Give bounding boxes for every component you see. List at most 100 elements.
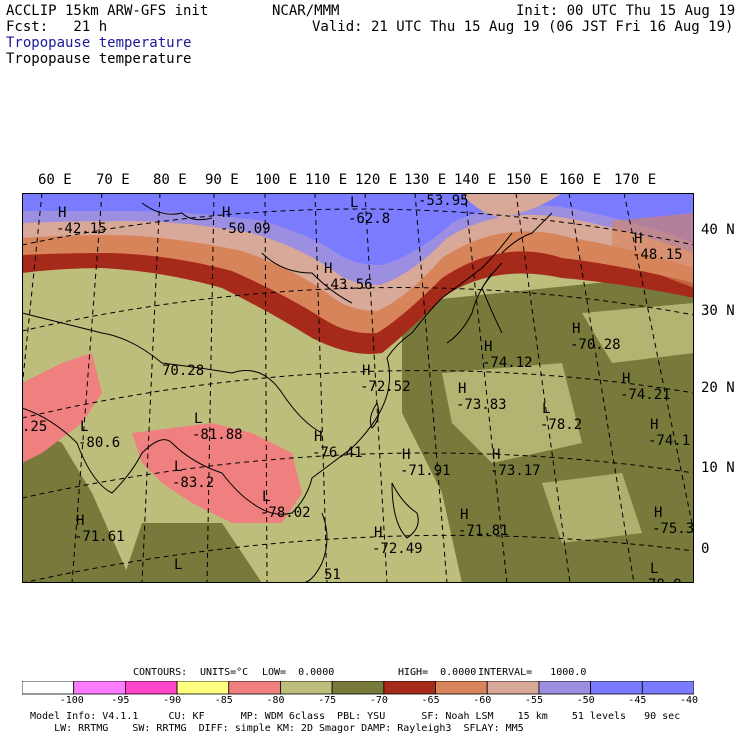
low-marker: L (174, 557, 182, 573)
low-marker: L (542, 401, 550, 417)
legend-label: -70 (369, 695, 388, 706)
legend-label: -55 (524, 695, 543, 706)
extremum-value: -74.12 (482, 355, 533, 371)
shade-minus80-west (22, 353, 102, 463)
legend-swatch (331, 681, 385, 695)
low-marker: L (350, 195, 358, 211)
lon-line (22, 193, 43, 393)
high-label: HIGH= 0.0000 (398, 667, 477, 678)
init-time: Init: 00 UTC Thu 15 Aug 19 (516, 3, 736, 19)
legend-swatch (124, 681, 178, 695)
lon-label: 60 E (38, 172, 72, 188)
shade-minus60-patch (612, 213, 694, 288)
lon-label: 100 E (255, 172, 298, 188)
low-marker: L (80, 419, 88, 435)
lat-label: 30 N (701, 303, 735, 319)
extremum-value: -73.83 (456, 397, 507, 413)
lon-label: 110 E (305, 172, 348, 188)
high-marker: H (362, 363, 370, 379)
shade-minus70-southwest (22, 423, 132, 583)
model-title: ACCLIP 15km ARW-GFS init (6, 3, 209, 19)
extremum-value: 70.28 (162, 363, 204, 379)
high-marker: H (58, 205, 66, 221)
extremum-value: -78.2 (540, 417, 582, 433)
extremum-value: -83.2 (172, 475, 214, 491)
coastline-asia (22, 232, 513, 515)
org-label: NCAR/MMM (272, 3, 340, 19)
physics-info: LW: RRTMG SW: RRTMG DIFF: simple KM: 2D … (30, 723, 524, 734)
extremum-value: -50.09 (220, 221, 271, 237)
legend-swatch (280, 681, 333, 695)
legend-swatch (590, 681, 643, 695)
shade-minus75-patch (542, 473, 642, 543)
high-marker: H (572, 321, 580, 337)
high-marker: H (324, 261, 332, 277)
border-line (22, 312, 323, 434)
legend-label: -75 (318, 695, 337, 706)
legend-swatch (435, 681, 488, 695)
lon-label: 140 E (454, 172, 497, 188)
high-marker: H (492, 447, 500, 463)
extremum-value: -70.28 (570, 337, 621, 353)
low-marker: L (194, 411, 202, 427)
coastline-taiwan (369, 401, 380, 429)
extremum-value: -42.15 (56, 221, 107, 237)
extremum-value: -76.41 (312, 445, 363, 461)
legend-label: -50 (576, 695, 595, 706)
lon-label: 150 E (506, 172, 549, 188)
high-marker: H (374, 525, 382, 541)
high-marker: H (314, 429, 322, 445)
lon-label: 160 E (559, 172, 602, 188)
legend-label: -65 (421, 695, 440, 706)
coastline-sakhalin (501, 212, 553, 254)
high-marker: H (222, 205, 230, 221)
lat-label: 10 N (701, 460, 735, 476)
contours-label: CONTOURS: (133, 667, 188, 678)
lon-label: 130 E (404, 172, 447, 188)
interval-label: INTERVAL= 1000.0 (478, 667, 587, 678)
lon-label: 70 E (96, 172, 130, 188)
low-marker: L (174, 459, 182, 475)
extremum-value: .25 (22, 419, 47, 435)
low-marker: L (262, 489, 270, 505)
lon-label: 120 E (355, 172, 398, 188)
shade-minus75-patch (442, 363, 582, 463)
lon-line (141, 193, 161, 583)
extremum-value: 51 (324, 567, 341, 583)
lon-label: 170 E (614, 172, 657, 188)
extremum-value: -81.88 (192, 427, 243, 443)
extremum-value: -48.15 (632, 247, 683, 263)
extremum-value: -72.52 (360, 379, 411, 395)
high-marker: H (402, 447, 410, 463)
legend-swatch (538, 681, 592, 695)
lon-label: 90 E (205, 172, 239, 188)
lon-line (515, 193, 571, 583)
valid-time: Valid: 21 UTC Thu 15 Aug 19 (06 JST Fri … (312, 19, 734, 35)
forecast-hour: Fcst: 21 h (6, 19, 108, 35)
high-marker: H (650, 417, 658, 433)
shade-minus75-patch (582, 303, 694, 363)
lon-line (464, 193, 508, 583)
high-marker: H (460, 507, 468, 523)
lon-line (568, 193, 635, 583)
extremum-value: -53.95 (418, 193, 469, 209)
legend-label: -95 (111, 695, 130, 706)
lat-label: 0 (701, 541, 710, 557)
tropopause-temperature-map: H-42.15H-50.09L-62.8-53.95H-43.56H-48.15… (22, 193, 694, 583)
high-marker: H (634, 231, 642, 247)
high-marker: H (484, 339, 492, 355)
shade-minus45 (22, 193, 694, 265)
legend-label: -90 (163, 695, 182, 706)
legend-swatch (641, 681, 694, 695)
lat-label: 20 N (701, 380, 735, 396)
extremum-value: -62.8 (348, 211, 390, 227)
extremum-value: -71.81 (458, 523, 509, 539)
high-marker: H (654, 505, 662, 521)
shade-minus80-central (132, 423, 302, 523)
legend-swatch (22, 681, 75, 695)
legend-label: -80 (266, 695, 285, 706)
extremum-value: -43.56 (322, 277, 373, 293)
legend-label: -60 (473, 695, 492, 706)
high-marker: H (622, 371, 630, 387)
high-marker: H (458, 381, 466, 397)
